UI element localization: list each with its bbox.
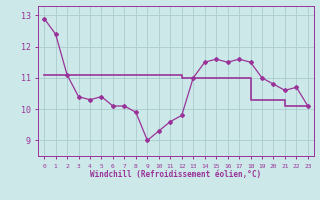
X-axis label: Windchill (Refroidissement éolien,°C): Windchill (Refroidissement éolien,°C) — [91, 170, 261, 179]
